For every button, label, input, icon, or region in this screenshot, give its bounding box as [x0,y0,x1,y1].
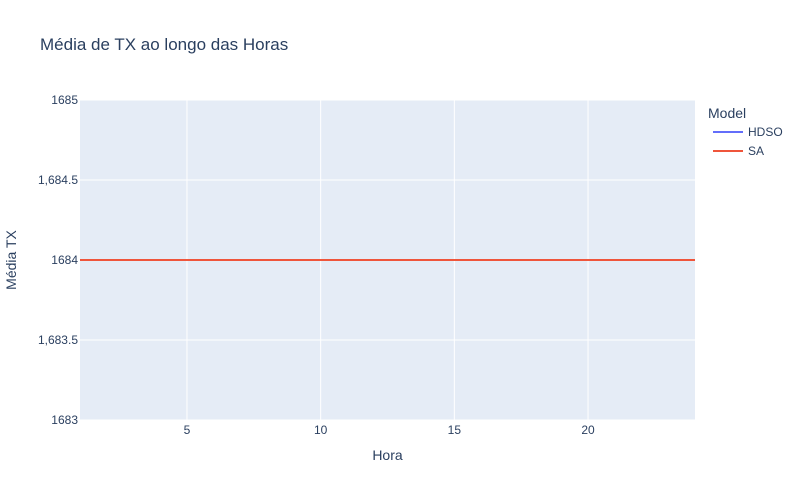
y-tick-label: 1683 [51,413,78,427]
x-axis-title: Hora [372,447,403,463]
legend-item-hdso[interactable]: HDSO [713,125,783,139]
x-tick-label: 15 [448,423,462,437]
legend-title: Model [708,105,746,121]
y-tick-label: 1685 [51,93,78,107]
y-tick-label: 1,684.5 [38,173,78,187]
legend-item-sa[interactable]: SA [713,144,764,158]
y-tick-label: 1,683.5 [38,333,78,347]
legend: Model HDSO SA [708,105,783,158]
y-axis-title: Média TX [3,230,19,290]
legend-label: SA [748,144,764,158]
x-axis-ticks: 5 10 15 20 [184,423,595,437]
legend-label: HDSO [748,125,783,139]
y-tick-label: 1684 [51,253,78,267]
chart-title: Média de TX ao longo das Horas [40,35,288,54]
x-tick-label: 10 [314,423,328,437]
x-tick-label: 5 [184,423,191,437]
y-axis-ticks: 1683 1,683.5 1684 1,684.5 1685 [38,93,78,427]
x-tick-label: 20 [581,423,595,437]
